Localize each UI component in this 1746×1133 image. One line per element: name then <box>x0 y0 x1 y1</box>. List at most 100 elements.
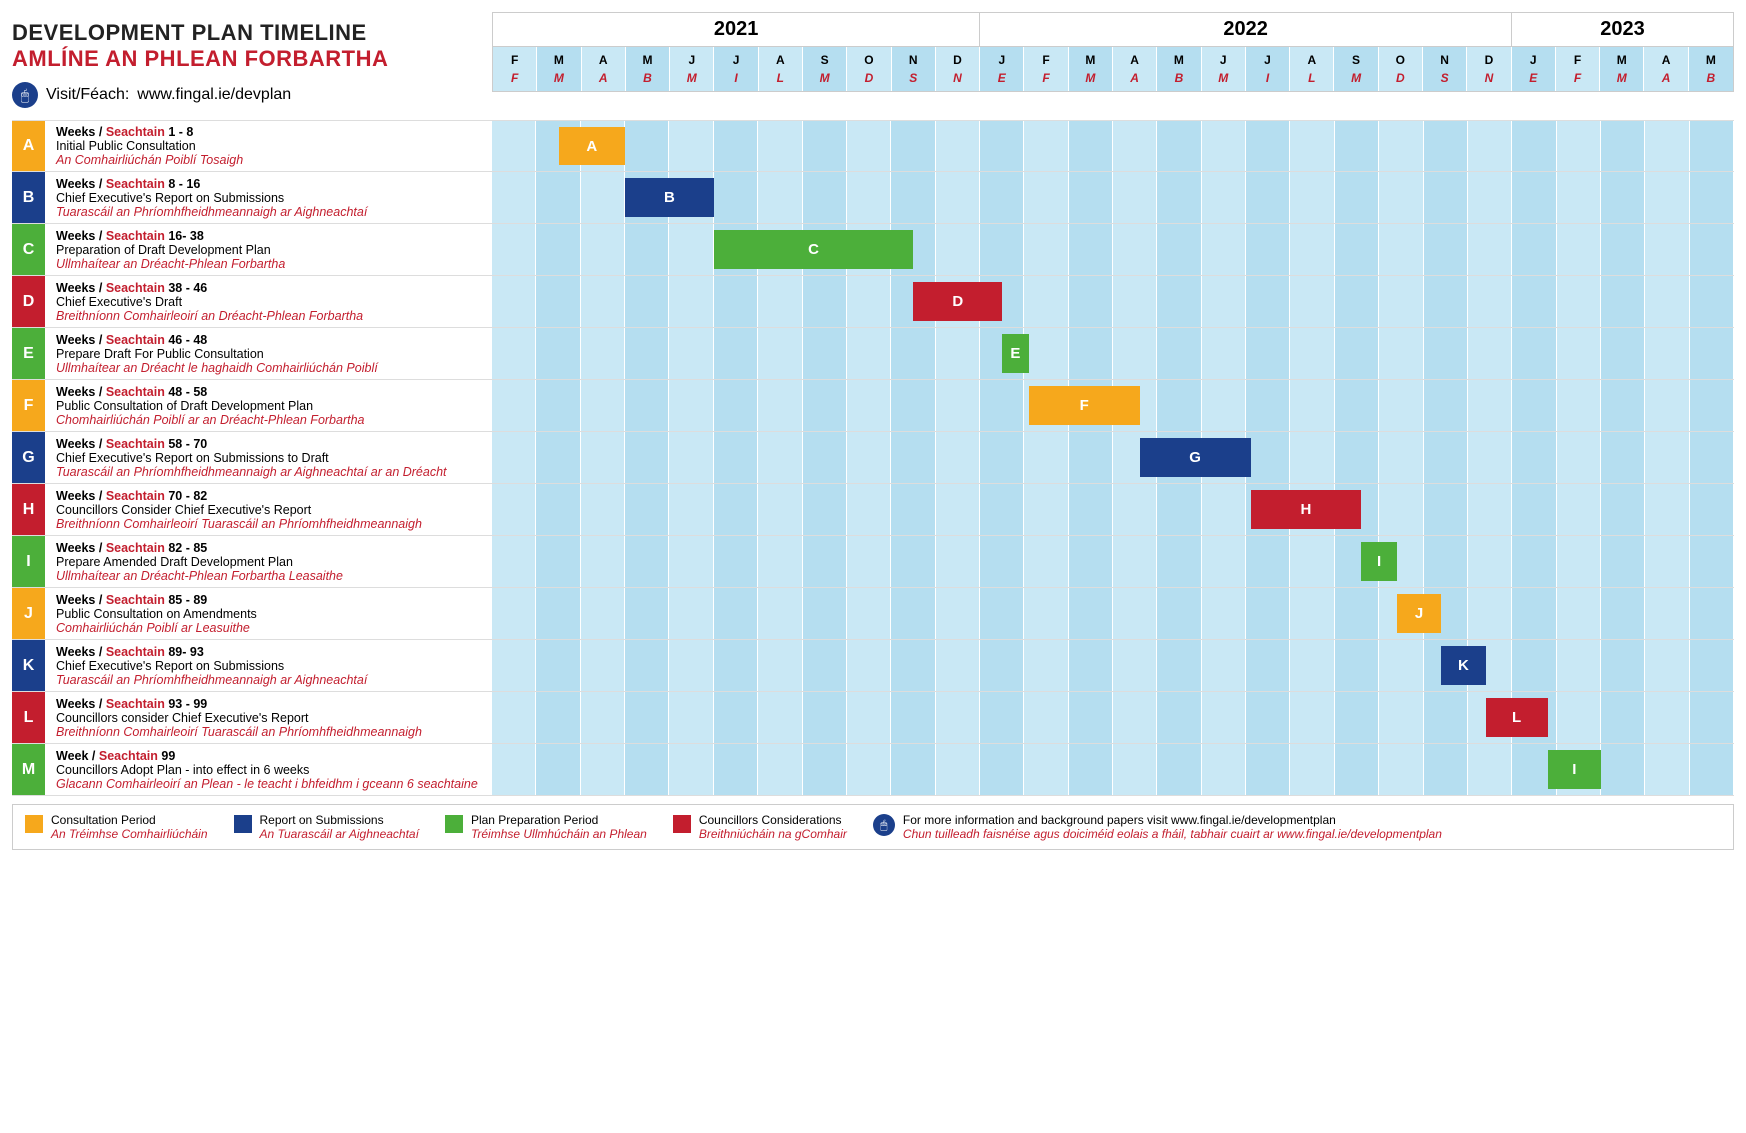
month-cell: OD <box>1379 47 1423 91</box>
month-cell: JI <box>714 47 758 91</box>
month-cell: FF <box>493 47 537 91</box>
gantt-bar: H <box>1251 490 1362 529</box>
row-description: Weeks / Seachtain 58 - 70Chief Executive… <box>46 432 492 483</box>
month-cell: JI <box>1246 47 1290 91</box>
row-description: Weeks / Seachtain 48 - 58Public Consulta… <box>46 380 492 431</box>
month-cell: AL <box>759 47 803 91</box>
month-cell: AA <box>582 47 626 91</box>
calendar-header: 202120222023 FFMMAAMBJMJIALSMODNSDNJEFFM… <box>492 12 1734 120</box>
title-en: DEVELOPMENT PLAN TIMELINE <box>12 20 492 46</box>
timeline-row: FWeeks / Seachtain 48 - 58Public Consult… <box>12 380 1734 432</box>
timeline-row: AWeeks / Seachtain 1 - 8Initial Public C… <box>12 120 1734 172</box>
timeline-container: DEVELOPMENT PLAN TIMELINE AMLÍNE AN PHLE… <box>12 12 1734 850</box>
row-grid: H <box>492 484 1734 535</box>
gantt-bar: C <box>714 230 914 269</box>
month-cell: SM <box>1334 47 1378 91</box>
row-grid: B <box>492 172 1734 223</box>
gantt-bar: A <box>559 127 626 165</box>
legend-swatch <box>234 815 252 833</box>
legend-item: Consultation PeriodAn Tréimhse Comhairli… <box>25 813 208 841</box>
row-badge: C <box>12 224 46 275</box>
row-description: Weeks / Seachtain 82 - 85Prepare Amended… <box>46 536 492 587</box>
row-description: Weeks / Seachtain 8 - 16Chief Executive'… <box>46 172 492 223</box>
legend-item: Report on SubmissionsAn Tuarascáil ar Ai… <box>234 813 419 841</box>
timeline-row: LWeeks / Seachtain 93 - 99Councillors co… <box>12 692 1734 744</box>
row-grid: J <box>492 588 1734 639</box>
month-cell: FF <box>1556 47 1600 91</box>
row-description: Weeks / Seachtain 38 - 46Chief Executive… <box>46 276 492 327</box>
row-grid: I <box>492 744 1734 795</box>
month-cell: MB <box>626 47 670 91</box>
month-cell: DN <box>1467 47 1511 91</box>
legend-swatch <box>25 815 43 833</box>
row-description: Weeks / Seachtain 70 - 82Councillors Con… <box>46 484 492 535</box>
visit-url: www.fingal.ie/devplan <box>137 86 291 104</box>
row-description: Weeks / Seachtain 89- 93Chief Executive'… <box>46 640 492 691</box>
year-cell: 2021 <box>493 13 980 46</box>
month-cell: MM <box>1069 47 1113 91</box>
month-cell: DN <box>936 47 980 91</box>
gantt-bar: G <box>1140 438 1251 477</box>
row-description: Weeks / Seachtain 93 - 99Councillors con… <box>46 692 492 743</box>
row-grid: D <box>492 276 1734 327</box>
row-grid: A <box>492 121 1734 171</box>
timeline-row: CWeeks / Seachtain 16- 38Preparation of … <box>12 224 1734 276</box>
row-badge: H <box>12 484 46 535</box>
visit-label: Visit/Féach: <box>46 86 129 104</box>
year-row: 202120222023 <box>492 12 1734 46</box>
month-cell: AA <box>1113 47 1157 91</box>
month-cell: FF <box>1024 47 1068 91</box>
legend-info: 🖱For more information and background pap… <box>873 813 1442 841</box>
mouse-icon: 🖱 <box>12 82 38 108</box>
gantt-bar: J <box>1397 594 1441 633</box>
month-cell: AL <box>1290 47 1334 91</box>
month-cell: NS <box>1423 47 1467 91</box>
top-section: DEVELOPMENT PLAN TIMELINE AMLÍNE AN PHLE… <box>12 12 1734 120</box>
month-cell: SM <box>803 47 847 91</box>
month-cell: MB <box>1157 47 1201 91</box>
month-cell: JM <box>670 47 714 91</box>
month-cell: JM <box>1202 47 1246 91</box>
gantt-bar: D <box>913 282 1002 321</box>
month-cell: OD <box>847 47 891 91</box>
row-badge: M <box>12 744 46 795</box>
gantt-bar: I <box>1361 542 1396 581</box>
rows: AWeeks / Seachtain 1 - 8Initial Public C… <box>12 120 1734 796</box>
gantt-bar: L <box>1486 698 1548 737</box>
row-description: Weeks / Seachtain 1 - 8Initial Public Co… <box>46 121 492 171</box>
gantt-bar: I <box>1548 750 1601 789</box>
timeline-row: JWeeks / Seachtain 85 - 89Public Consult… <box>12 588 1734 640</box>
row-badge: B <box>12 172 46 223</box>
gantt-bar: K <box>1441 646 1485 685</box>
row-description: Week / Seachtain 99Councillors Adopt Pla… <box>46 744 492 795</box>
row-badge: F <box>12 380 46 431</box>
gantt-bar: F <box>1029 386 1140 425</box>
month-header: FFMMAAMBJMJIALSMODNSDNJEFFMMAAMBJMJIALSM… <box>492 46 1734 92</box>
row-grid: E <box>492 328 1734 379</box>
mouse-icon: 🖱 <box>873 814 895 836</box>
timeline-row: GWeeks / Seachtain 58 - 70Chief Executiv… <box>12 432 1734 484</box>
gantt-bar: E <box>1002 334 1029 373</box>
row-grid: G <box>492 432 1734 483</box>
timeline-row: IWeeks / Seachtain 82 - 85Prepare Amende… <box>12 536 1734 588</box>
gantt-bar: B <box>625 178 714 217</box>
row-badge: E <box>12 328 46 379</box>
timeline-row: D Weeks / Seachtain 38 - 46Chief Executiv… <box>12 276 1734 328</box>
row-badge: K <box>12 640 46 691</box>
legend: Consultation PeriodAn Tréimhse Comhairli… <box>12 804 1734 850</box>
header-block: DEVELOPMENT PLAN TIMELINE AMLÍNE AN PHLE… <box>12 12 492 120</box>
legend-swatch <box>673 815 691 833</box>
visit-line: 🖱 Visit/Féach: www.fingal.ie/devplan <box>12 82 492 108</box>
year-cell: 2023 <box>1512 13 1733 46</box>
month-cell: NS <box>892 47 936 91</box>
row-badge: A <box>12 121 46 171</box>
month-cell: MM <box>537 47 581 91</box>
month-cell: JE <box>980 47 1024 91</box>
year-cell: 2022 <box>980 13 1512 46</box>
row-badge: L <box>12 692 46 743</box>
row-badge: G <box>12 432 46 483</box>
row-grid: K <box>492 640 1734 691</box>
row-description: Weeks / Seachtain 46 - 48Prepare Draft F… <box>46 328 492 379</box>
row-description: Weeks / Seachtain 16- 38Preparation of D… <box>46 224 492 275</box>
row-badge: I <box>12 536 46 587</box>
